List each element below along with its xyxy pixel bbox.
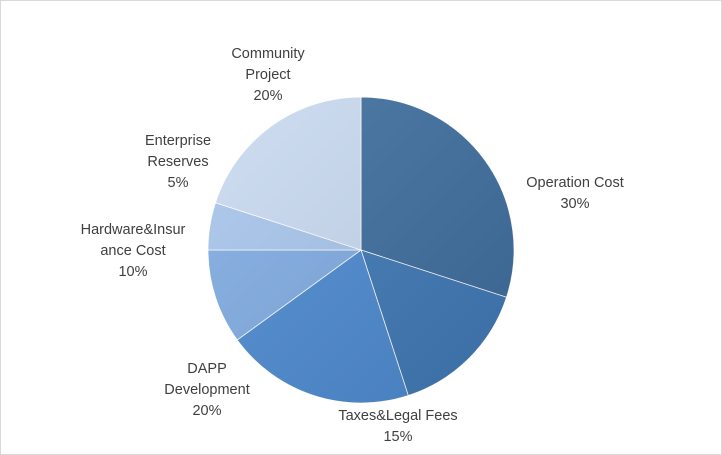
slice-name: Enterprise <box>144 133 212 149</box>
data-label-operation-cost: Operation Cost 30% <box>509 173 641 215</box>
slice-percent: 20% <box>192 403 222 419</box>
slice-percent: 15% <box>383 429 413 445</box>
slice-name: Operation Cost <box>526 175 624 191</box>
slice-percent: 30% <box>560 196 590 212</box>
slice-name: Community <box>231 46 305 62</box>
data-label-dapp-development: DAPP Development 20% <box>147 359 267 422</box>
slice-name-line2: Project <box>245 67 291 83</box>
data-label-taxes-legal-fees: Taxes&Legal Fees 15% <box>323 406 473 448</box>
data-label-hardware-insurance-cost: Hardware&Insur ance Cost 10% <box>63 220 203 283</box>
data-label-community-project: Community Project 20% <box>213 44 323 107</box>
slice-name: DAPP <box>187 361 227 377</box>
slice-name-line2: ance Cost <box>100 243 166 259</box>
slice-name: Hardware&Insur <box>80 222 186 238</box>
slice-name-line2: Reserves <box>147 154 209 170</box>
slice-percent: 5% <box>167 175 189 191</box>
slice-percent: 10% <box>118 264 148 280</box>
pie-shading <box>208 97 514 403</box>
slice-name-line2: Development <box>164 382 250 398</box>
data-label-enterprise-reserves: Enterprise Reserves 5% <box>123 131 233 194</box>
slice-percent: 20% <box>253 88 283 104</box>
slice-name: Taxes&Legal Fees <box>338 408 458 424</box>
